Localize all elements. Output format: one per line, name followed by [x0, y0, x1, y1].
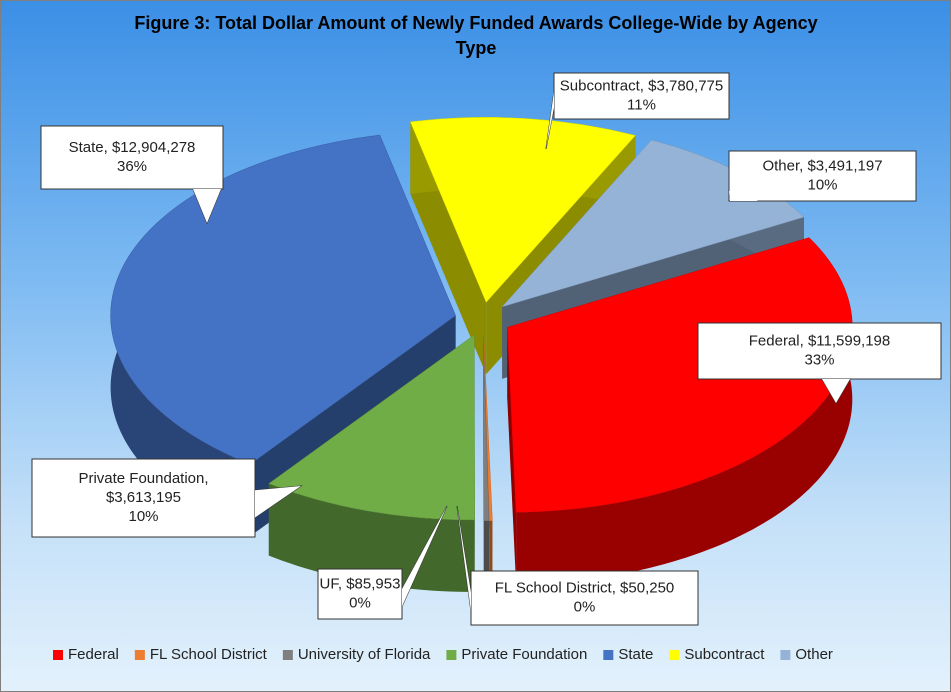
legend-swatch: [446, 650, 457, 660]
legend-swatch: [134, 650, 145, 660]
legend-swatch: [53, 650, 63, 660]
data-label-text: Private Foundation,: [78, 470, 208, 487]
callout-joint: [193, 189, 221, 223]
data-label-text: 11%: [627, 96, 656, 113]
legend-swatch: [603, 650, 614, 660]
legend-swatch: [669, 650, 680, 660]
callout-box: [31, 458, 256, 538]
chart-title: Figure 3: Total Dollar Amount of Newly F…: [134, 13, 818, 58]
data-label-text: 36%: [117, 158, 147, 175]
data-label: Private Foundation, $3,613,195 10%: [31, 458, 303, 538]
data-label-text: $3,613,195: [106, 489, 181, 506]
data-label-text: Subcontract, $3,780,775: [560, 77, 723, 94]
slice-top: [483, 335, 493, 522]
callout-box: [728, 150, 917, 202]
data-label: Subcontract, $3,780,775 11%: [545, 72, 730, 150]
callout-joint: [457, 506, 471, 612]
data-label-text: 0%: [574, 598, 596, 615]
data-label-text: FL School District, $50,250: [495, 579, 675, 596]
slice: [507, 237, 853, 585]
data-label: Federal, $11,599,198 33%: [697, 322, 942, 404]
legend-label: University of Florida: [298, 646, 431, 663]
data-label: State, $12,904,278 36%: [40, 125, 224, 225]
legend-label: Subcontract: [684, 646, 765, 663]
slice-top: [110, 134, 456, 465]
data-label-text: 10%: [807, 176, 837, 193]
data-label: Other, $3,491,197 10%: [728, 150, 917, 202]
callout-joint: [402, 506, 447, 607]
data-label: FL School District, $50,250 0%: [456, 505, 699, 626]
legend-label: Private Foundation: [461, 646, 587, 663]
callout-joint: [255, 486, 301, 518]
data-label-text: Other, $3,491,197: [762, 157, 882, 174]
data-label-text: Federal, $11,599,198: [749, 332, 891, 349]
data-label-text: 0%: [349, 594, 371, 611]
data-label-text: 33%: [804, 351, 834, 368]
slice-wall: [516, 237, 853, 585]
slice-top: [483, 335, 490, 522]
callout-joint: [822, 379, 850, 403]
callout-box: [470, 570, 699, 626]
callout-box: [40, 125, 224, 190]
legend-swatch: [780, 650, 791, 660]
legend-swatch: [282, 650, 293, 660]
callout-box: [697, 322, 942, 380]
callout-joint: [546, 91, 554, 149]
legend-label: Other: [795, 646, 833, 663]
legend-label: FL School District: [150, 646, 268, 663]
slice-side: [507, 327, 517, 585]
data-label-text: State, $12,904,278: [69, 139, 196, 156]
data-label: UF, $85,953 0%: [317, 505, 448, 620]
slice-wall: [268, 483, 475, 592]
data-label-text: UF, $85,953: [320, 575, 401, 592]
slice: [268, 334, 475, 592]
callout-box: [553, 72, 730, 120]
slice-top: [409, 117, 636, 303]
legend-label: State: [618, 646, 653, 663]
slice-top: [507, 237, 853, 513]
callout-joint: [729, 191, 758, 201]
data-label-text: 10%: [128, 508, 158, 525]
legend-label: Federal: [68, 646, 119, 663]
